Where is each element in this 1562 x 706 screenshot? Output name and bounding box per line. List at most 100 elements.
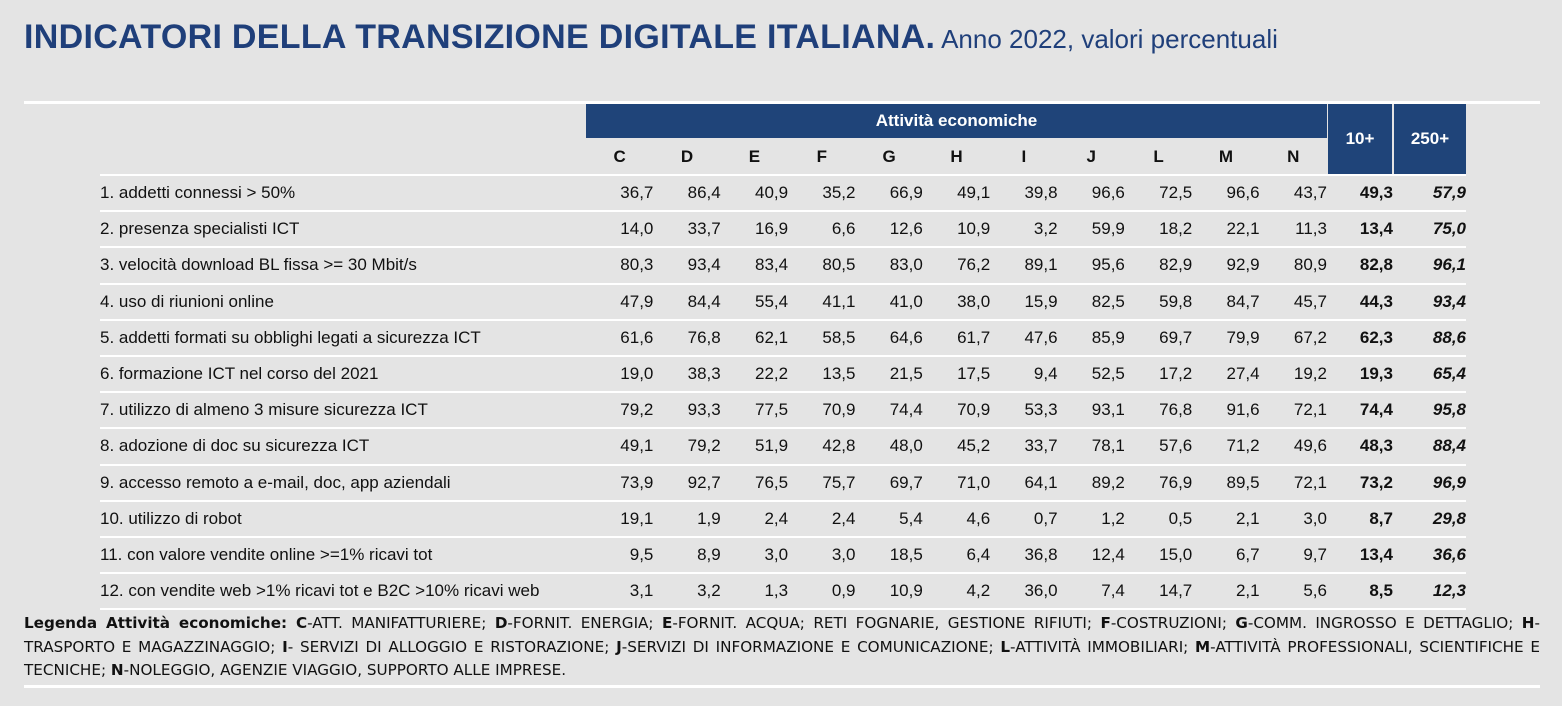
cell-value: 8,9: [653, 536, 721, 575]
cell-value: 0,7: [990, 500, 1058, 538]
indicators-table: 1. addetti connessi > 50% 36,7 86,4 40,9 35,…: [100, 176, 1466, 611]
cell-value: 36,0: [990, 573, 1058, 611]
cell-value: 1,2: [1057, 500, 1125, 538]
activity-code-d: D: [680, 147, 694, 166]
cell-value: 71,0: [922, 464, 991, 502]
legend-text: -NOLEGGIO, AGENZIE VIAGGIO, SUPPORTO ALL…: [123, 661, 567, 679]
table-row: 12. con vendite web >1% ricavi tot e B2C…: [100, 573, 1466, 611]
cell-value: 79,2: [653, 428, 721, 466]
cell-value: 86,4: [653, 176, 721, 213]
cell-value: 1,9: [653, 500, 721, 538]
cell-value: 3,0: [720, 536, 789, 575]
activity-code-f: F: [816, 147, 827, 166]
cell-value: 0,5: [1124, 500, 1193, 538]
row-label: 7. utilizzo di almeno 3 misure sicurezza…: [100, 392, 587, 430]
header-divider: [100, 174, 1466, 176]
cell-value: 89,2: [1057, 464, 1125, 502]
header-250plus: 250+: [1394, 104, 1466, 174]
legend-code: E: [661, 614, 673, 632]
cell-value: 69,7: [1124, 319, 1193, 357]
cell-10plus: 44,3: [1326, 283, 1393, 321]
cell-value: 80,3: [586, 247, 654, 285]
cell-value: 83,0: [855, 247, 923, 285]
cell-value: 14,7: [1124, 573, 1193, 611]
row-label: 3. velocità download BL fissa >= 30 Mbit…: [100, 247, 587, 285]
cell-value: 84,7: [1192, 283, 1260, 321]
cell-value: 78,1: [1057, 428, 1125, 466]
cell-value: 41,0: [855, 283, 923, 321]
cell-250plus: 75,0: [1392, 211, 1466, 249]
cell-value: 22,1: [1192, 211, 1260, 249]
cell-value: 21,5: [855, 355, 923, 394]
group-header: Attività economiche: [586, 104, 1327, 138]
legend-text: -FORNIT. ACQUA; RETI FOGNARIE, GESTIONE …: [672, 614, 1101, 632]
cell-value: 33,7: [653, 211, 721, 249]
cell-value: 3,2: [653, 573, 721, 611]
legend-code: N: [110, 661, 124, 679]
cell-value: 49,1: [586, 428, 654, 466]
cell-value: 66,9: [855, 176, 923, 213]
cell-value: 59,9: [1057, 211, 1125, 249]
title-dot: .: [925, 18, 936, 56]
legend-text: - SERVIZI DI ALLOGGIO E RISTORAZIONE;: [287, 637, 617, 656]
cell-250plus: 57,9: [1392, 176, 1466, 213]
cell-value: 36,8: [990, 536, 1058, 575]
table-row: 6. formazione ICT nel corso del 2021 19,0…: [100, 355, 1466, 394]
cell-value: 2,4: [788, 500, 856, 538]
cell-10plus: 8,5: [1326, 573, 1393, 611]
cell-10plus: 82,8: [1326, 247, 1393, 285]
cell-value: 9,5: [586, 536, 654, 575]
cell-value: 47,9: [586, 283, 654, 321]
cell-250plus: 36,6: [1392, 536, 1466, 575]
activity-code-h: H: [950, 147, 963, 166]
cell-value: 74,4: [855, 392, 923, 430]
activity-code-i: I: [1021, 147, 1027, 166]
legend-code: C: [295, 614, 308, 632]
legend-text: -ATT. MANIFATTURIERE;: [307, 614, 495, 632]
cell-value: 53,3: [990, 392, 1058, 430]
cell-value: 17,5: [922, 355, 991, 394]
cell-value: 59,8: [1124, 283, 1193, 321]
cell-value: 19,0: [586, 355, 654, 394]
legend-text: -COMM. INGROSSO E DETTAGLIO;: [1247, 614, 1522, 632]
cell-value: 4,6: [922, 500, 991, 538]
title-subtitle: Anno 2022, valori percentuali: [935, 24, 1278, 54]
cell-value: 72,1: [1259, 464, 1327, 502]
cell-value: 75,7: [788, 464, 856, 502]
cell-value: 84,4: [653, 283, 721, 321]
cell-10plus: 49,3: [1326, 176, 1393, 213]
table-row: 11. con valore vendite online >=1% ricav…: [100, 536, 1466, 575]
cell-value: 58,5: [788, 319, 856, 357]
row-label: 5. addetti formati su obblighi legati a …: [100, 319, 587, 357]
cell-value: 45,2: [922, 428, 991, 466]
bottom-divider: [24, 685, 1540, 688]
cell-value: 3,1: [586, 573, 654, 611]
cell-value: 18,2: [1124, 211, 1193, 249]
row-label: 9. accesso remoto a e-mail, doc, app azi…: [100, 464, 587, 502]
activity-code-j: J: [1086, 147, 1096, 166]
cell-value: 96,6: [1057, 176, 1125, 213]
legend-text: -COSTRUZIONI;: [1110, 614, 1236, 632]
cell-value: 76,9: [1124, 464, 1193, 502]
cell-value: 12,4: [1057, 536, 1125, 575]
cell-value: 64,1: [990, 464, 1058, 502]
legend-text: -ATTIVITÀ PROFESSIONALI, SCIENTIFICHE E …: [24, 637, 1540, 680]
cell-250plus: 65,4: [1392, 355, 1466, 394]
cell-value: 80,9: [1259, 247, 1327, 285]
top-divider: [24, 101, 1540, 104]
legend-title: Legenda Attività economiche:: [24, 614, 296, 632]
table-row: 9. accesso remoto a e-mail, doc, app azi…: [100, 464, 1466, 502]
legend-code: I: [282, 637, 288, 656]
table-row: 3. velocità download BL fissa >= 30 Mbit…: [100, 247, 1466, 285]
legend-code: J: [616, 637, 622, 656]
row-label: 4. uso di riunioni online: [100, 283, 587, 321]
cell-value: 93,4: [653, 247, 721, 285]
cell-10plus: 13,4: [1326, 211, 1393, 249]
cell-value: 76,5: [720, 464, 789, 502]
activity-code-m: M: [1218, 147, 1233, 166]
cell-value: 79,9: [1192, 319, 1260, 357]
cell-value: 89,1: [990, 247, 1058, 285]
cell-250plus: 88,4: [1392, 428, 1466, 466]
cell-value: 12,6: [855, 211, 923, 249]
